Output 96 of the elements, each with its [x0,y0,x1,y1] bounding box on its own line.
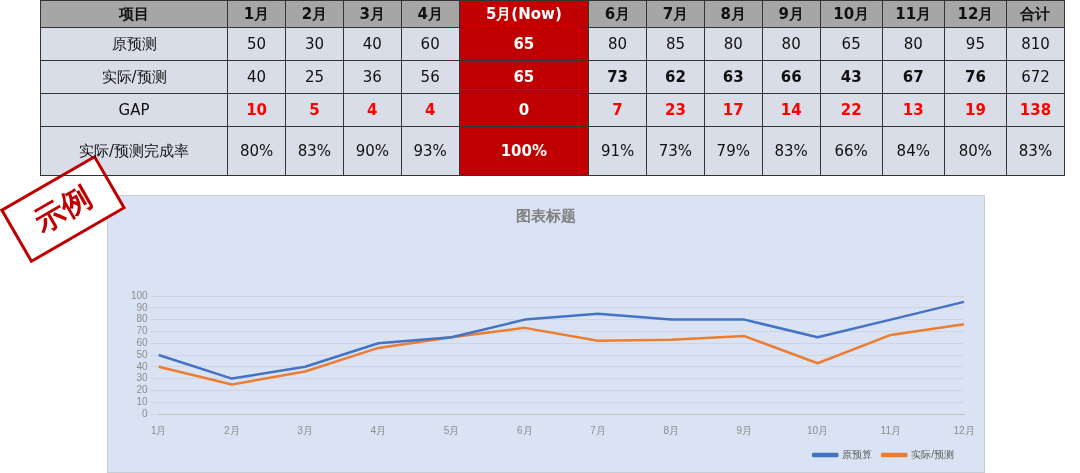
text: 40 [362,35,382,53]
text: 85 [665,35,685,53]
text: 4 [367,101,378,119]
x-tick-label: 4月 [370,424,387,436]
y-tick-label: 60 [136,336,149,348]
x-tick-label: 合计 [1020,4,1051,23]
x-tick-label: 12月 [957,4,994,23]
y-axis-title: 项目 [40,0,228,28]
text: 79% [716,142,750,160]
x-tick-label: 5月 [443,424,460,436]
y-tick-label: 10 [136,395,149,407]
text: 65 [841,35,861,53]
text: 50 [247,35,267,53]
x-tick-label: 8月 [663,424,679,436]
text: 66% [834,142,868,160]
text: 80 [781,35,801,53]
x-tick-label: 4月 [417,4,443,23]
text: 80 [608,35,628,53]
text: 73 [607,68,628,86]
chart-title: 图表标题 [516,206,576,225]
y-tick-label: 100 [131,289,149,301]
text: 100% [500,142,548,160]
text: 30 [304,35,324,53]
text: 80 [903,35,923,53]
text: 80 [723,35,743,53]
text: 62 [664,68,686,86]
y-tick-label: 50 [136,348,149,360]
x-tick-label: 9月 [736,424,753,436]
x-tick-label: 11月 [880,424,901,436]
x-tick-label: 3月 [359,4,386,23]
x-tick-label: 10月 [807,424,829,436]
y-tick-label: 原预测 [40,27,228,61]
text: 83% [1018,142,1053,160]
text: 65 [513,68,535,86]
text: 63 [722,68,744,86]
x-tick-label: 7月 [662,4,689,23]
text: 19 [964,101,986,119]
y-tick-label: 40 [136,360,149,372]
y-tick-label: 0 [142,407,149,419]
text: 93% [413,142,447,160]
text: 90% [355,142,389,160]
text: 83% [774,142,808,160]
x-tick-label: 10月 [833,4,870,23]
text: 810 [1021,35,1050,53]
x-tick-label: 6月 [604,4,631,23]
text: 43 [840,68,862,86]
legend-label: 实际/预测 [911,448,954,460]
text: 56 [420,68,440,86]
x-tick-label: 1月 [243,4,270,23]
text: 83% [297,142,332,160]
text: 60 [420,35,440,53]
text: 138 [1019,101,1052,119]
text: 66 [780,68,802,86]
x-tick-label: 9月 [778,4,804,23]
text: 76 [964,68,986,86]
text: 67 [902,68,924,86]
text: 65 [513,35,535,53]
x-tick-label: 11月 [895,4,932,23]
y-tick-label: 实际/预测完成率 [40,126,228,176]
legend-label: 原预算 [842,448,873,460]
text: 672 [1021,68,1050,86]
x-tick-label: 2月 [224,424,240,436]
text: 73% [658,142,693,160]
text: 25 [304,68,324,86]
text: 13 [902,101,924,119]
text: 84% [896,142,930,160]
y-tick-label: 20 [136,384,149,396]
x-tick-label: 8月 [720,4,746,23]
text: 10 [246,101,268,119]
y-tick-label: 70 [136,325,149,337]
y-tick-label: 80 [136,313,149,325]
text: 36 [362,68,382,86]
x-tick-label: 12月 [953,424,975,436]
x-tick-label: 1月 [150,424,167,436]
text: 0 [518,101,530,119]
text: 80% [958,142,993,160]
text: 80% [239,142,274,160]
text: 22 [840,101,862,119]
y-tick-label: 实际/预测 [40,60,228,94]
y-tick-label: 30 [136,372,149,384]
x-tick-label: 5月(Now) [485,4,562,23]
text: 40 [247,68,267,86]
text: 95 [965,35,985,53]
text: 5 [309,101,320,119]
text: 17 [722,101,744,119]
text: 14 [780,101,802,119]
text: 4 [424,101,436,119]
text: 7 [612,101,623,119]
x-tick-label: 3月 [297,424,313,436]
text: 23 [664,101,686,119]
text: 91% [600,142,635,160]
x-tick-label: 7月 [590,424,606,436]
y-tick-label: 90 [136,301,149,313]
x-tick-label: 6月 [516,424,533,436]
x-tick-label: 2月 [301,4,328,23]
y-tick-label: GAP [40,93,228,127]
